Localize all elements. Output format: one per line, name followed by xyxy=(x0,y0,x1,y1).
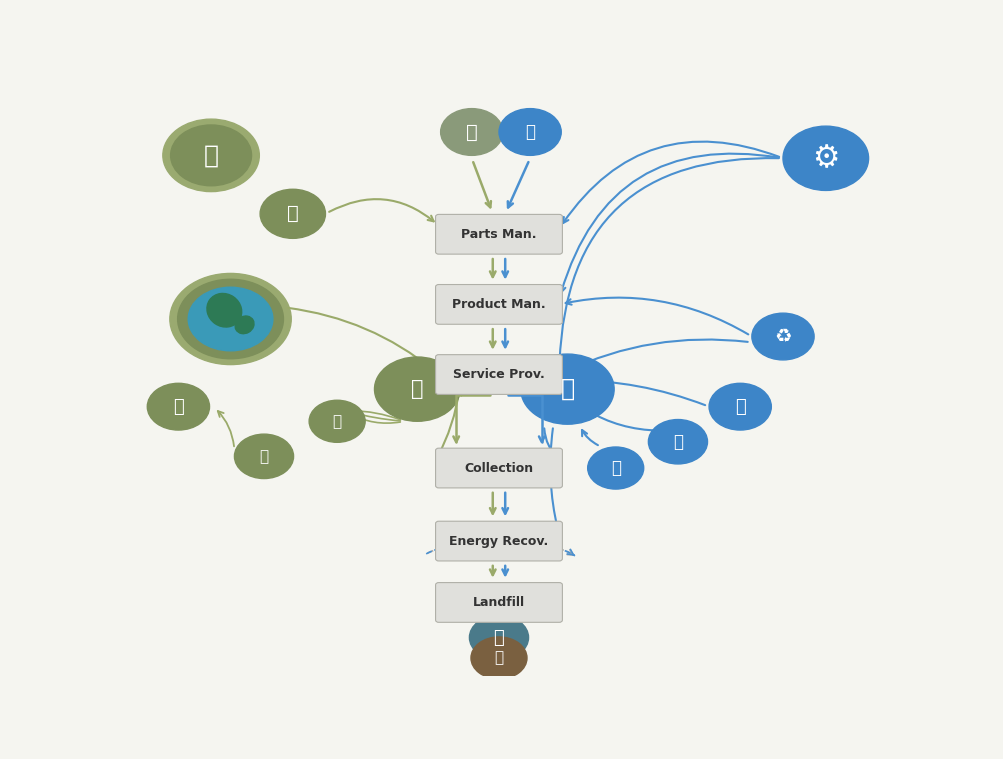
Circle shape xyxy=(708,383,770,430)
Circle shape xyxy=(587,447,643,489)
Circle shape xyxy=(521,354,614,424)
Circle shape xyxy=(147,383,210,430)
Text: ⚙: ⚙ xyxy=(811,143,839,173)
Text: ♻: ♻ xyxy=(773,327,791,346)
Text: Product Man.: Product Man. xyxy=(451,298,546,311)
Text: 🏚: 🏚 xyxy=(259,449,268,464)
Text: Energy Recov.: Energy Recov. xyxy=(449,534,548,547)
Text: 🛢: 🛢 xyxy=(465,122,477,141)
Circle shape xyxy=(260,189,325,238)
Text: 🔧: 🔧 xyxy=(610,459,620,477)
FancyBboxPatch shape xyxy=(435,214,562,254)
Circle shape xyxy=(470,637,527,679)
Circle shape xyxy=(234,434,293,479)
Circle shape xyxy=(188,287,273,351)
Text: 🏭: 🏭 xyxy=(734,398,745,416)
Circle shape xyxy=(648,420,707,464)
Text: Collection: Collection xyxy=(464,461,533,474)
Circle shape xyxy=(498,109,561,156)
Ellipse shape xyxy=(207,294,242,327)
Text: 🖥: 🖥 xyxy=(560,377,574,402)
Text: 📊: 📊 xyxy=(410,380,423,399)
Text: 🚛: 🚛 xyxy=(525,123,535,141)
Text: 📦: 📦 xyxy=(672,433,682,451)
Ellipse shape xyxy=(235,316,254,334)
Circle shape xyxy=(374,357,459,421)
Text: 🌾: 🌾 xyxy=(287,204,298,223)
Circle shape xyxy=(782,126,868,191)
Text: 🔥: 🔥 xyxy=(493,628,504,647)
Circle shape xyxy=(469,616,528,660)
FancyBboxPatch shape xyxy=(435,521,562,561)
Circle shape xyxy=(309,400,365,442)
Circle shape xyxy=(751,313,813,360)
Circle shape xyxy=(178,279,283,359)
Text: 🌿: 🌿 xyxy=(204,143,219,168)
Circle shape xyxy=(170,273,291,364)
Text: Parts Man.: Parts Man. xyxy=(460,228,537,241)
Text: 🚛: 🚛 xyxy=(493,650,504,666)
FancyBboxPatch shape xyxy=(435,285,562,324)
Circle shape xyxy=(162,119,259,191)
FancyBboxPatch shape xyxy=(435,583,562,622)
FancyBboxPatch shape xyxy=(435,448,562,488)
Text: Landfill: Landfill xyxy=(472,596,525,609)
FancyBboxPatch shape xyxy=(435,354,562,395)
Text: Service Prov.: Service Prov. xyxy=(452,368,545,381)
Circle shape xyxy=(171,125,252,186)
Circle shape xyxy=(440,109,503,156)
Text: 🔥: 🔥 xyxy=(173,398,184,416)
Text: 🧪: 🧪 xyxy=(332,414,341,429)
